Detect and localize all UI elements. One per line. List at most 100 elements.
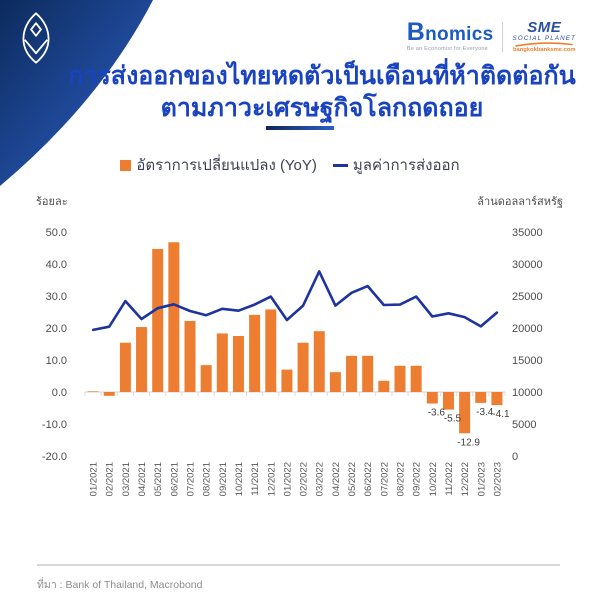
svg-text:05/2022: 05/2022 <box>347 462 358 496</box>
left-axis-tick-labels: 50.0 40.0 30.0 20.0 10.0 0.0 -10.0 -20.0 <box>42 227 67 463</box>
bnomics-wordmark: Bnomics <box>406 18 494 47</box>
bar <box>249 314 261 392</box>
bar-value-labels: -3.6-5.5 -12.9 -3.4-4.1 <box>428 407 510 448</box>
right-axis-title: ล้านดอลลาร์สหรัฐ <box>477 196 563 208</box>
bar <box>281 369 293 392</box>
svg-text:07/2022: 07/2022 <box>379 462 390 496</box>
x-axis-labels: 01/2021 02/2021 03/2021 04/2021 05/2021 06/20… <box>89 462 504 496</box>
bnomics-logo: Bnomics Be an Economist for Everyone <box>407 22 494 52</box>
bar <box>152 248 164 392</box>
svg-text:25000: 25000 <box>512 291 543 303</box>
line-series <box>91 270 499 332</box>
bar <box>87 391 99 392</box>
svg-text:0.0: 0.0 <box>52 387 67 399</box>
svg-text:10000: 10000 <box>512 387 543 399</box>
bar <box>265 309 277 392</box>
svg-text:-3.4: -3.4 <box>476 407 494 418</box>
svg-text:05/2021: 05/2021 <box>153 462 164 496</box>
svg-text:08/2021: 08/2021 <box>202 462 213 496</box>
svg-text:30000: 30000 <box>512 259 543 271</box>
right-axis-tick-labels: 35000 30000 25000 20000 15000 10000 5000 0 <box>512 227 543 463</box>
svg-text:50.0: 50.0 <box>46 227 67 239</box>
svg-text:01/2021: 01/2021 <box>89 462 100 496</box>
svg-text:20.0: 20.0 <box>46 323 67 335</box>
bar <box>313 331 325 392</box>
export-chart: 50.0 40.0 30.0 20.0 10.0 0.0 -10.0 -20.0 35000 30… <box>42 227 543 496</box>
svg-text:01/2022: 01/2022 <box>282 462 293 496</box>
sme-swoosh-icon <box>515 42 574 48</box>
legend-bar-label: อัตราการเปลี่ยนแปลง (YoY) <box>136 157 317 174</box>
chart-legend: อัตราการเปลี่ยนแปลง (YoY) มูลค่าการส่งออ… <box>0 153 590 177</box>
svg-text:12/2021: 12/2021 <box>266 462 277 496</box>
svg-text:09/2022: 09/2022 <box>412 462 423 496</box>
sme-url: bangkokbanksme.com <box>512 47 576 54</box>
svg-text:10/2022: 10/2022 <box>428 462 439 496</box>
svg-text:-20.0: -20.0 <box>42 451 67 463</box>
sme-logo: SME SOCIAL PLANET bangkokbanksme.com <box>512 20 576 54</box>
svg-text:-5.5: -5.5 <box>444 414 462 425</box>
svg-text:5000: 5000 <box>512 419 536 431</box>
bar <box>297 342 309 392</box>
svg-text:02/2023: 02/2023 <box>492 462 503 496</box>
svg-text:02/2021: 02/2021 <box>105 462 116 496</box>
svg-text:09/2021: 09/2021 <box>218 462 229 496</box>
title-underline <box>266 126 334 130</box>
bar <box>426 392 438 404</box>
bar <box>232 336 244 392</box>
bar <box>378 380 390 392</box>
legend-line-swatch <box>332 163 348 167</box>
svg-text:20000: 20000 <box>512 323 543 335</box>
svg-text:11/2022: 11/2022 <box>444 462 455 496</box>
page-title-line1: การส่งออกของไทยหดตัวเป็นเดือนที่ห้าติดต่… <box>68 62 576 90</box>
svg-text:10.0: 10.0 <box>46 355 67 367</box>
sme-subtitle: SOCIAL PLANET <box>512 35 576 42</box>
bar <box>410 365 422 392</box>
bar <box>184 320 196 392</box>
bar <box>119 342 131 392</box>
svg-text:04/2021: 04/2021 <box>137 462 148 496</box>
svg-text:06/2021: 06/2021 <box>169 462 180 496</box>
legend-line-label: มูลค่าการส่งออก <box>352 157 460 174</box>
bnomics-tagline: Be an Economist for Everyone <box>406 46 488 53</box>
svg-text:03/2022: 03/2022 <box>315 462 326 496</box>
svg-text:30.0: 30.0 <box>46 291 67 303</box>
svg-text:02/2022: 02/2022 <box>299 462 310 496</box>
brand-lockup: Bnomics Be an Economist for Everyone SME… <box>407 20 576 54</box>
bar <box>346 355 358 392</box>
category-axis <box>84 391 506 396</box>
svg-text:03/2021: 03/2021 <box>121 462 132 496</box>
bar <box>394 365 406 392</box>
page-title-line2: ตามภาวะเศรษฐกิจโลกถดถอย <box>160 94 484 122</box>
svg-text:08/2022: 08/2022 <box>396 462 407 496</box>
legend-bar-swatch <box>120 159 132 171</box>
page-title: การส่งออกของไทยหดตัวเป็นเดือนที่ห้าติดต่… <box>44 60 600 124</box>
svg-text:-12.9: -12.9 <box>457 437 480 448</box>
bar <box>329 372 341 392</box>
bar <box>136 327 148 392</box>
svg-text:12/2022: 12/2022 <box>460 462 471 496</box>
svg-text:07/2021: 07/2021 <box>186 462 197 496</box>
svg-text:0: 0 <box>512 451 518 463</box>
svg-text:01/2023: 01/2023 <box>476 462 487 496</box>
bar <box>491 392 503 406</box>
svg-text:-10.0: -10.0 <box>42 419 67 431</box>
bar-series <box>87 242 503 434</box>
svg-text:10/2021: 10/2021 <box>234 462 245 496</box>
bangkok-bank-lotus-icon <box>22 12 50 64</box>
corner-decoration <box>0 0 153 186</box>
left-axis-title: ร้อยละ <box>36 196 68 208</box>
svg-text:-3.6: -3.6 <box>428 408 446 419</box>
sme-wordmark: SME <box>527 19 562 36</box>
bar <box>442 392 454 410</box>
bar <box>103 392 115 396</box>
bar <box>475 392 487 403</box>
bar <box>200 365 212 392</box>
source-note: ที่มา : Bank of Thailand, Macrobond <box>37 579 203 591</box>
bar <box>459 392 471 434</box>
svg-text:06/2022: 06/2022 <box>363 462 374 496</box>
svg-text:15000: 15000 <box>512 355 543 367</box>
brand-divider <box>502 22 504 53</box>
svg-text:-4.1: -4.1 <box>492 409 510 420</box>
bar <box>216 333 228 392</box>
svg-text:40.0: 40.0 <box>46 259 67 271</box>
